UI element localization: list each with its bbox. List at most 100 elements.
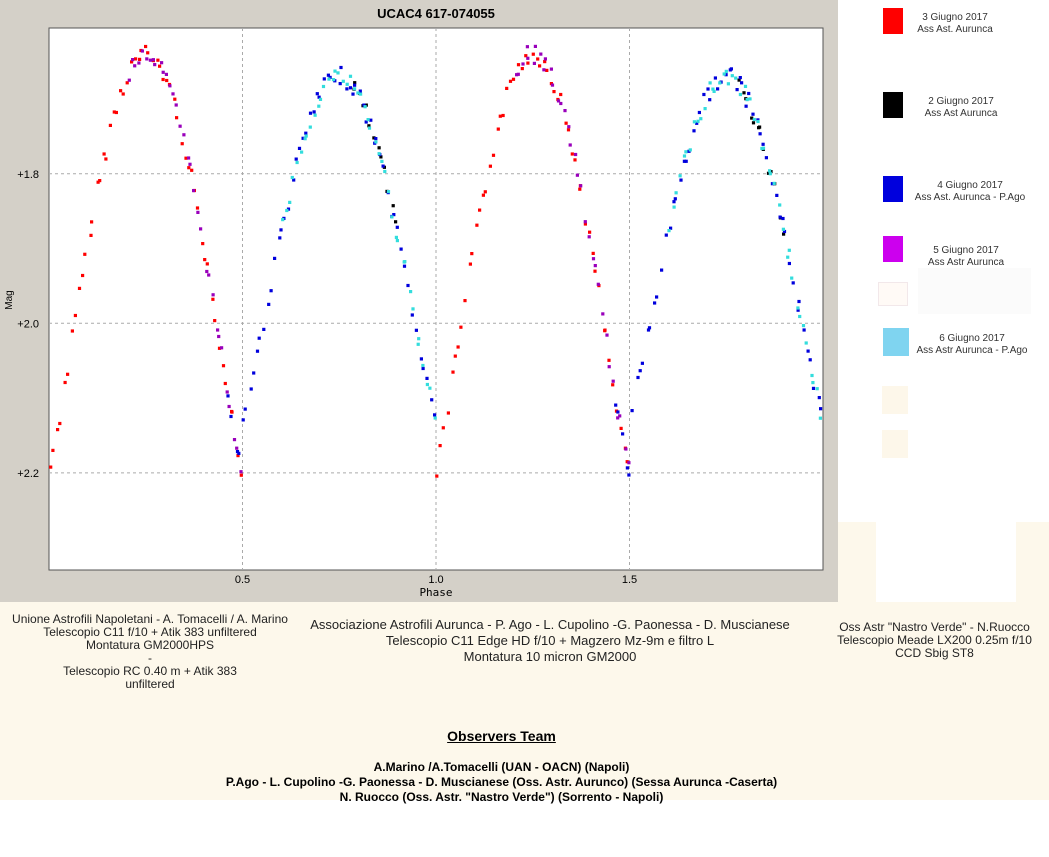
data-point: [692, 129, 696, 133]
data-point: [607, 365, 611, 369]
data-point: [761, 146, 766, 150]
data-point: [182, 133, 186, 137]
data-point: [308, 111, 313, 115]
data-point: [227, 404, 231, 409]
data-point: [787, 248, 791, 252]
data-point: [220, 346, 224, 350]
data-point: [483, 190, 487, 194]
data-point: [353, 83, 357, 87]
legend-swatch-jun3: [883, 8, 903, 34]
data-point: [383, 169, 387, 174]
data-point: [711, 87, 715, 91]
data-point: [768, 172, 772, 176]
data-point: [112, 110, 116, 114]
data-point: [801, 324, 806, 328]
data-point: [672, 200, 676, 204]
data-point: [607, 358, 611, 362]
data-point: [695, 121, 699, 125]
data-point: [726, 82, 730, 86]
data-point: [174, 103, 178, 107]
team-line-3: N. Ruocco (Oss. Astr. "Nastro Verde") (S…: [339, 790, 664, 804]
data-point: [331, 78, 336, 82]
data-point: [591, 251, 595, 255]
data-point: [491, 153, 496, 157]
data-point: [425, 382, 429, 387]
data-point: [108, 123, 112, 127]
data-point: [713, 76, 717, 80]
data-point: [579, 184, 583, 188]
data-point: [781, 227, 785, 231]
data-point: [627, 461, 631, 465]
data-point: [630, 409, 634, 413]
chart-title: UCAC4 617-074055: [377, 6, 495, 21]
data-point: [66, 372, 70, 376]
data-point: [125, 81, 129, 85]
y-tick-label: +1.8: [17, 169, 39, 181]
data-point: [647, 326, 652, 330]
data-point: [230, 410, 234, 414]
data-point: [281, 218, 285, 222]
data-point: [750, 116, 754, 120]
legend-label-jun3: 3 Giugno 2017 Ass Ast. Aurunca: [880, 12, 1030, 36]
y-tick-label: +2.0: [17, 318, 39, 330]
data-point: [815, 387, 819, 391]
data-point: [543, 60, 547, 64]
data-point: [312, 110, 316, 114]
data-point: [549, 67, 553, 71]
data-point: [216, 328, 220, 332]
data-point: [336, 71, 340, 75]
data-point: [417, 337, 421, 341]
data-point: [140, 49, 144, 53]
data-point: [236, 454, 240, 458]
data-point: [134, 57, 138, 61]
legend-empty-swatch: [882, 430, 908, 458]
data-point: [292, 178, 296, 182]
data-point: [161, 70, 165, 74]
data-point: [56, 428, 60, 432]
data-point: [796, 306, 800, 310]
data-point: [190, 168, 194, 172]
data-point: [119, 89, 123, 93]
data-point: [573, 158, 577, 162]
data-point: [646, 328, 651, 332]
data-point: [419, 357, 423, 361]
data-point: [303, 137, 307, 141]
data-point: [394, 220, 398, 224]
data-point: [367, 124, 371, 128]
data-point: [178, 124, 182, 128]
data-point: [730, 74, 734, 78]
y-axis-label: Mag: [4, 290, 15, 309]
data-point: [257, 336, 261, 340]
data-point: [735, 88, 739, 92]
data-point: [764, 156, 768, 160]
data-point: [395, 225, 399, 229]
observer-line: Associazione Astrofili Aurunca - P. Ago …: [310, 617, 790, 632]
data-point: [153, 63, 157, 67]
data-point: [83, 252, 87, 256]
data-point: [173, 97, 177, 101]
data-point: [49, 465, 53, 469]
data-point: [787, 261, 791, 266]
data-point: [229, 414, 233, 419]
legend-observer: Ass Ast Aurunca: [924, 108, 998, 119]
data-point: [226, 394, 230, 398]
data-point: [568, 143, 572, 147]
data-point: [718, 81, 722, 85]
data-point: [345, 82, 349, 86]
data-point: [478, 208, 482, 212]
data-point: [317, 104, 321, 108]
data-point: [394, 235, 398, 239]
data-point: [421, 366, 425, 371]
data-point: [772, 181, 776, 185]
data-point: [326, 73, 330, 77]
data-point: [498, 114, 502, 118]
data-point: [213, 319, 217, 323]
data-point: [770, 182, 774, 186]
data-point: [138, 57, 142, 61]
data-point: [146, 51, 150, 55]
data-point: [542, 68, 546, 72]
data-point: [682, 154, 687, 158]
data-point: [703, 107, 707, 111]
data-point: [353, 81, 357, 85]
data-point: [243, 407, 247, 411]
